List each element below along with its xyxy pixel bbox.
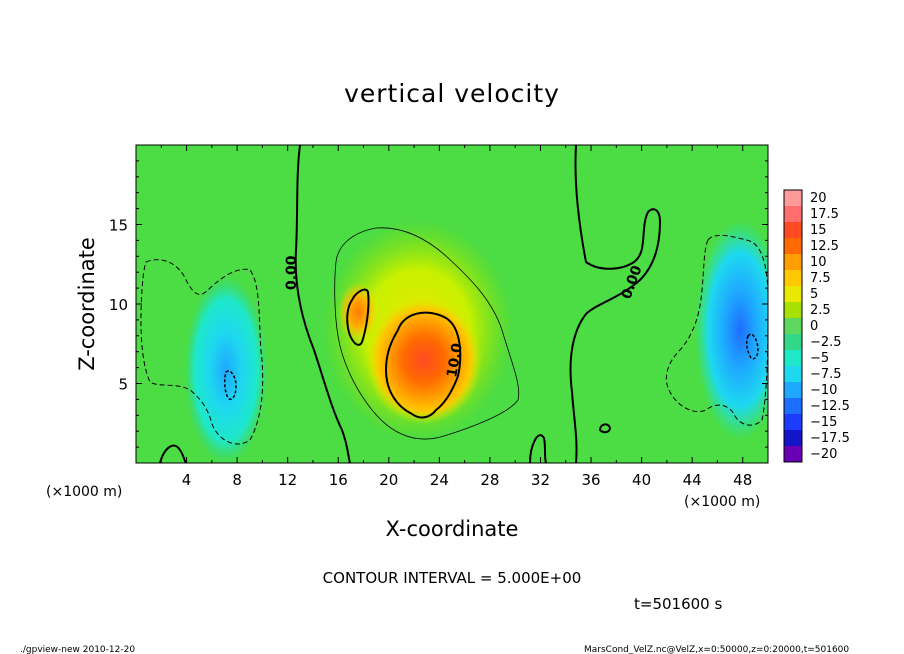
x-tick-label: 32: [531, 471, 550, 489]
updraft-main-shading: [366, 296, 482, 424]
colorbar-swatch: [784, 270, 802, 287]
downdraft-left-shading: [184, 275, 268, 463]
colorbar-label: 15: [810, 223, 827, 238]
colorbar-label: −20: [810, 447, 837, 462]
colorbar-label: −2.5: [810, 335, 842, 350]
colorbar-swatch: [784, 302, 802, 319]
colorbar-label: −15: [810, 415, 837, 430]
x-axis-label: X-coordinate: [386, 517, 519, 541]
colorbar-label: −12.5: [810, 399, 850, 414]
contour-neg5-left: [140, 259, 264, 445]
updraft-small-shading: [338, 282, 378, 342]
z-tick-label: 10: [109, 296, 128, 314]
colorbar-label: −7.5: [810, 367, 842, 382]
contour-label-ten: 10.0: [444, 342, 466, 379]
colorbar-swatch: [784, 238, 802, 255]
x-tick-label: 44: [683, 471, 702, 489]
contour-neg-left-core: [223, 370, 237, 400]
z-tick-label: 15: [109, 217, 128, 235]
colorbar-swatch: [784, 334, 802, 351]
x-tick-label: 40: [632, 471, 651, 489]
colorbar-swatch: [784, 190, 802, 207]
contour-10-main: [384, 311, 462, 419]
colorbar-label: 7.5: [810, 271, 831, 286]
footer-right: MarsCond_VelZ.nc@VelZ,x=0:50000,z=0:2000…: [584, 645, 849, 654]
x-tick-label: 48: [733, 471, 752, 489]
colorbar: 2017.51512.5107.552.50−2.5−5−7.5−10−12.5…: [783, 189, 850, 463]
colorbar-label: −17.5: [810, 431, 850, 446]
contour-10-small: [346, 288, 370, 346]
colorbar-swatch: [784, 398, 802, 415]
colorbar-label: 12.5: [810, 239, 839, 254]
colorbar-swatch: [784, 222, 802, 239]
x-tick-label: 4: [182, 471, 192, 489]
colorbar-swatch: [784, 414, 802, 431]
time-text: t=501600 s: [634, 595, 722, 613]
y-axis-ticks: 5 10 15: [109, 160, 768, 448]
y-axis-label: Z-coordinate: [75, 237, 99, 371]
footer-left: ./gpview-new 2010-12-20: [20, 645, 135, 654]
contour-neg5-right: [665, 234, 768, 426]
colorbar-swatch: [784, 206, 802, 223]
colorbar-label: 17.5: [810, 207, 839, 222]
colorbar-label: 20: [810, 191, 827, 206]
z-tick-label: 5: [118, 376, 128, 394]
colorbar-label: 10: [810, 255, 827, 270]
zero-contour-bottom-mid: [529, 434, 547, 463]
colorbar-swatch: [784, 382, 802, 399]
chart-title: vertical velocity: [344, 79, 560, 108]
x-axis-ticks: 4 8 12 16 20 24 28 32 36 40 44 48: [160, 145, 752, 489]
colorbar-swatch: [784, 254, 802, 271]
colorbar-swatch: [784, 350, 802, 367]
colorbar-label: 0: [810, 319, 818, 334]
zero-contour-bottom-left: [159, 444, 187, 463]
colorbar-swatch: [784, 446, 802, 463]
colorbar-frame: [783, 189, 803, 463]
colorbar-label: −5: [810, 351, 829, 366]
zero-contour-left: [294, 145, 351, 463]
zero-contour-small-loop: [598, 423, 612, 434]
x-axis-unit-left: (×1000 m): [46, 484, 122, 500]
colorbar-label: −10: [810, 383, 837, 398]
x-tick-label: 16: [329, 471, 348, 489]
colorbar-swatch: [784, 366, 802, 383]
x-tick-label: 24: [430, 471, 449, 489]
x-tick-label: 36: [581, 471, 600, 489]
downdraft-right-shading: [695, 220, 768, 440]
colorbar-label: 2.5: [810, 303, 831, 318]
colorbar-swatch: [784, 430, 802, 447]
colorbar-swatch: [784, 286, 802, 303]
x-tick-label: 28: [480, 471, 499, 489]
colorbar-label: 5: [810, 287, 818, 302]
contour-5: [334, 227, 520, 440]
x-axis-unit-right: (×1000 m): [684, 494, 760, 510]
x-tick-label: 12: [278, 471, 297, 489]
zero-contour-right: [569, 145, 662, 463]
colorbar-swatch: [784, 318, 802, 335]
plot-area: [136, 145, 768, 463]
contour-interval-text: CONTOUR INTERVAL = 5.000E+00: [323, 569, 582, 587]
contour-neg-right-core: [745, 333, 759, 360]
x-tick-label: 20: [379, 471, 398, 489]
contour-label-zero-left: 0.00: [284, 255, 300, 290]
x-tick-label: 8: [232, 471, 242, 489]
